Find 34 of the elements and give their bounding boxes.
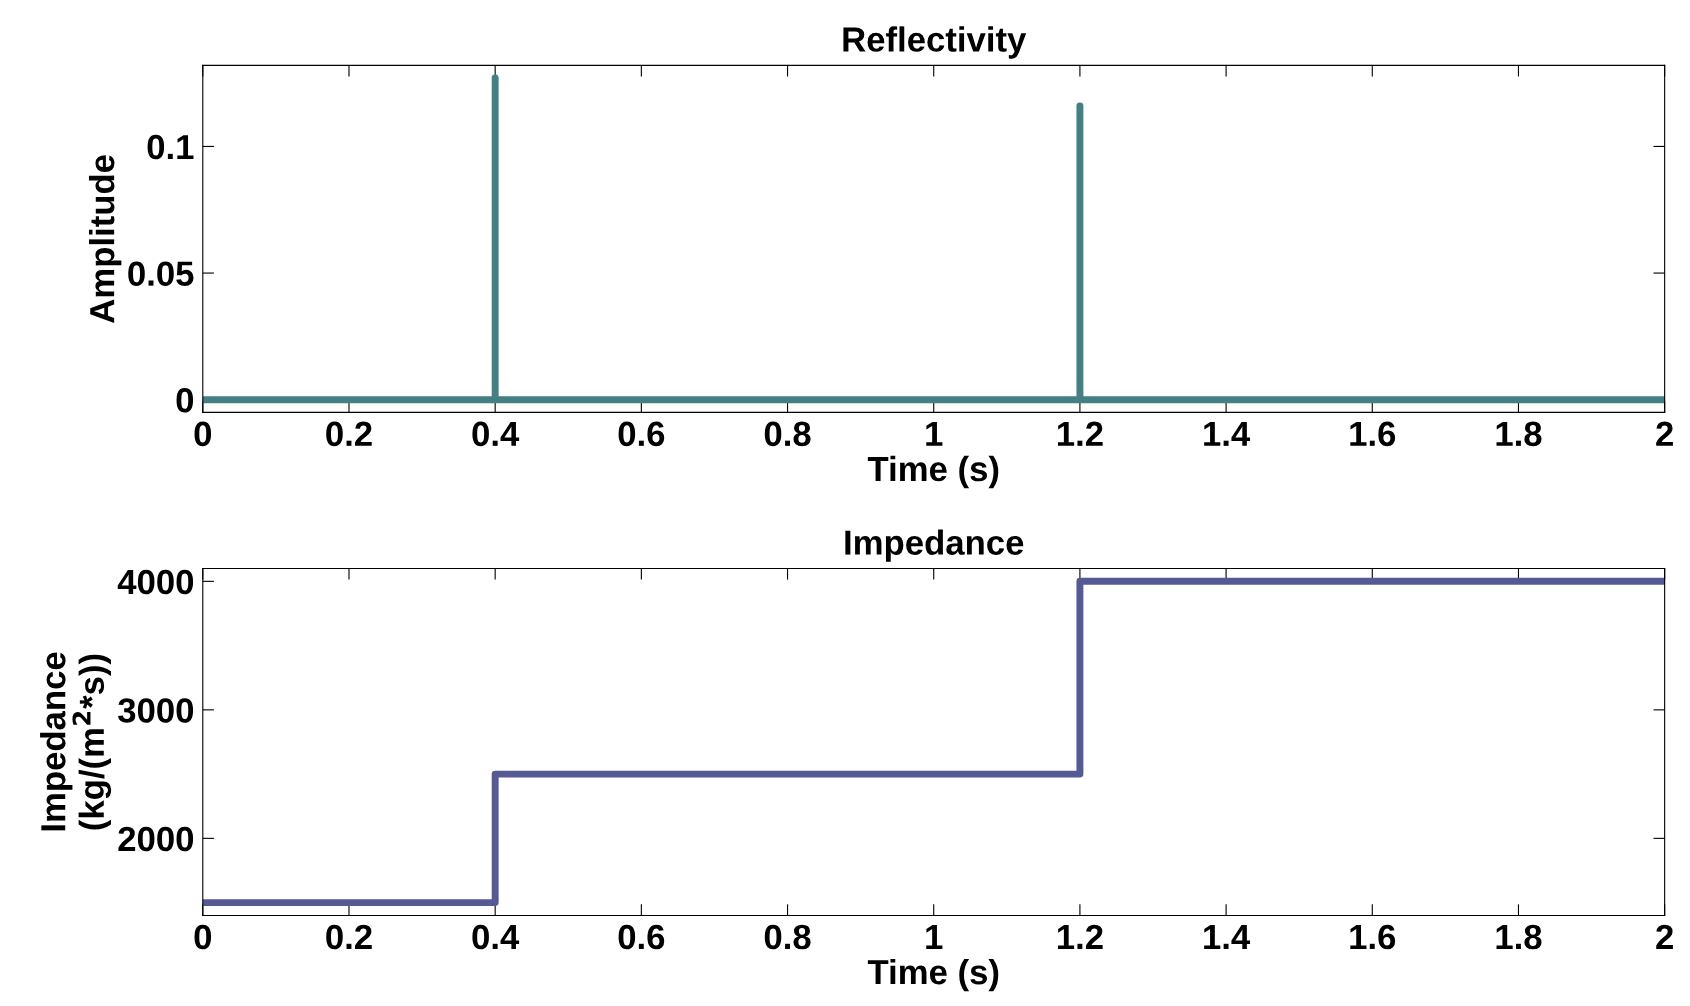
- x-tick-label: 0.8: [764, 421, 811, 447]
- y-tick-label: 4000: [117, 569, 194, 595]
- x-tick-label: 2: [1656, 924, 1673, 949]
- x-tick-label: 0.6: [618, 924, 665, 950]
- y-tick-label: 0.1: [147, 134, 194, 160]
- x-tick-label: 0.6: [618, 421, 665, 447]
- y-tick-label: 2000: [118, 826, 194, 852]
- x-tick-label: 2: [1656, 421, 1673, 446]
- y-tick-label: 3000: [118, 698, 194, 723]
- chart-title: Impedance: [845, 529, 1024, 562]
- x-tick-label: 1.6: [1350, 421, 1396, 447]
- x-tick-label: 1.2: [1057, 924, 1103, 949]
- x-axis-title: Time (s): [867, 455, 999, 489]
- y-axis-title: Amplitude: [88, 155, 122, 323]
- x-tick-label: 0: [194, 421, 212, 447]
- x-tick-label: 0.4: [472, 421, 520, 447]
- x-tick-label: 1.8: [1496, 924, 1542, 950]
- x-tick-label: 1.6: [1350, 924, 1396, 950]
- x-tick-label: 0.2: [326, 924, 372, 950]
- x-axis-title: Time (s): [867, 958, 999, 992]
- x-tick-label: 1.4: [1204, 421, 1251, 446]
- x-tick-label: 1: [926, 925, 943, 949]
- x-tick-label: 1: [926, 421, 943, 446]
- y-tick-label: 0.05: [128, 261, 194, 286]
- chart-title: Reflectivity: [843, 26, 1027, 59]
- x-tick-label: 1.8: [1496, 421, 1542, 447]
- x-tick-label: 0.4: [472, 924, 520, 950]
- x-tick-label: 1.4: [1204, 925, 1251, 949]
- y-tick-label: 0: [176, 388, 194, 413]
- y-axis-title: Impedance (kg/(m$^{2}$*s)): [40, 652, 112, 831]
- x-tick-label: 1.2: [1057, 421, 1103, 446]
- x-tick-label: 0.2: [326, 421, 372, 447]
- x-tick-label: 0: [194, 924, 212, 950]
- x-tick-label: 0.8: [764, 924, 811, 950]
